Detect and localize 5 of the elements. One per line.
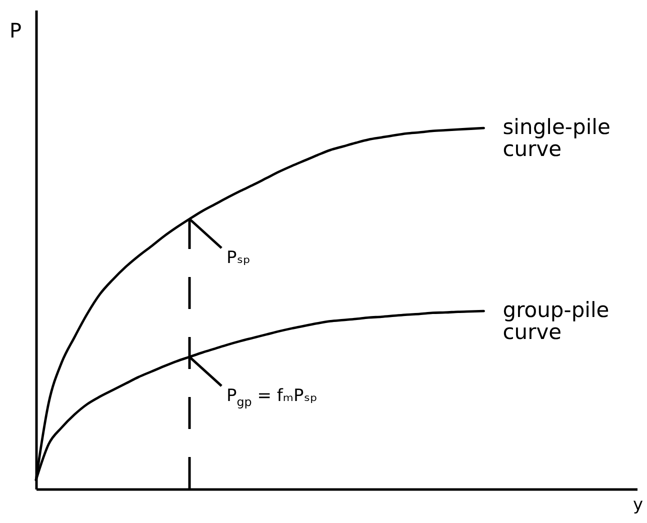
series-label: single-pile curve — [502, 115, 610, 162]
y-axis-title: P — [9, 18, 22, 42]
series-label: group-pile curve — [502, 298, 610, 344]
annotation: Pₛₚ — [226, 248, 250, 268]
text: y — [633, 495, 644, 515]
